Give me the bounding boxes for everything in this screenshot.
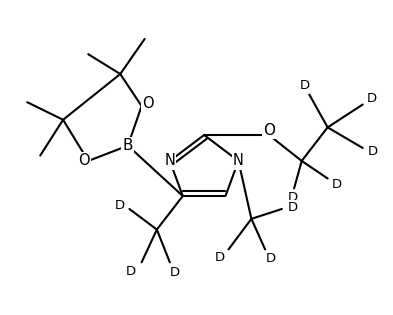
Text: D: D [266, 252, 276, 265]
Text: O: O [79, 153, 90, 169]
Text: D: D [300, 79, 310, 92]
Text: D: D [367, 145, 378, 158]
Text: D: D [126, 265, 136, 278]
Text: N: N [233, 153, 244, 169]
Text: D: D [288, 201, 298, 214]
Text: O: O [263, 123, 275, 138]
Text: D: D [114, 199, 125, 212]
Text: D: D [367, 92, 377, 105]
Text: D: D [169, 266, 180, 279]
Text: D: D [214, 251, 224, 264]
Text: B: B [123, 138, 133, 153]
Text: D: D [288, 191, 298, 204]
Text: D: D [332, 178, 342, 191]
Text: N: N [164, 153, 175, 169]
Text: O: O [142, 96, 154, 111]
